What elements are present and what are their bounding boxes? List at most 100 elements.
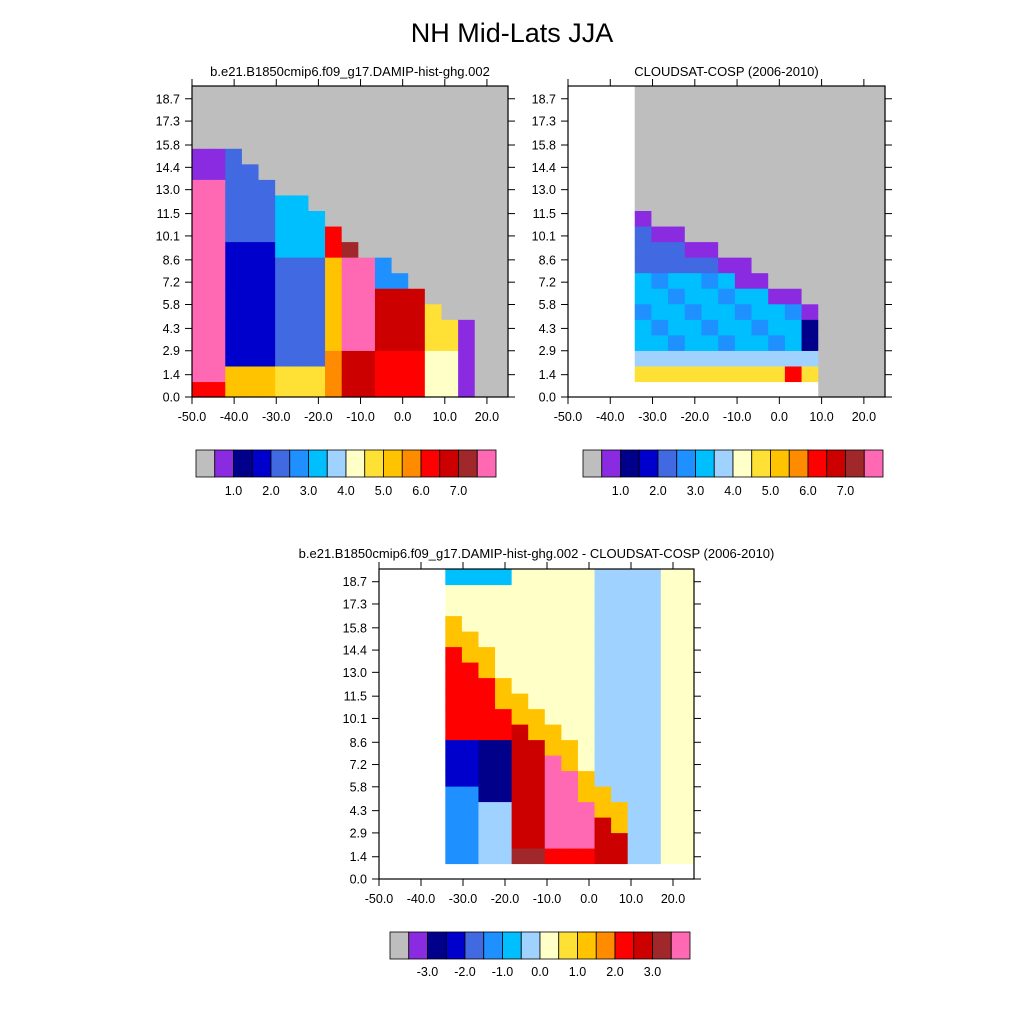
heatmap-cell (577, 584, 596, 601)
heatmap-cell (308, 288, 326, 305)
heatmap-cell (784, 365, 803, 383)
heatmap-cell (341, 334, 359, 351)
heatmap-cell (408, 241, 426, 258)
colorbar-swatch (638, 449, 659, 478)
heatmap-cell (801, 163, 819, 180)
heatmap-cell (660, 600, 679, 617)
heatmap-cell (441, 288, 459, 305)
heatmap-cell (868, 350, 886, 367)
heatmap-cell (868, 117, 886, 134)
heatmap-cell (511, 724, 529, 741)
y-tick-label: 8.6 (350, 736, 367, 750)
heatmap-cell (308, 117, 326, 134)
x-tick-label: -50.0 (365, 892, 394, 906)
heatmap-cell (611, 755, 629, 772)
heatmap-cell (461, 755, 480, 772)
heatmap-cell (374, 148, 393, 165)
heatmap-cell (768, 334, 786, 351)
heatmap-cell (561, 584, 579, 601)
colorbar-swatch (389, 931, 410, 960)
heatmap-cell (701, 163, 719, 180)
heatmap-cell (734, 194, 753, 211)
heatmap-cell (851, 319, 869, 336)
heatmap-cell (734, 257, 753, 274)
heatmap-cell (851, 334, 869, 351)
heatmap-cell (544, 786, 562, 803)
heatmap-cell (241, 163, 260, 180)
x-tick-label: -40.0 (220, 410, 249, 424)
heatmap-cell (478, 724, 496, 741)
panel-title: CLOUDSAT-COSP (2006-2010) (634, 64, 818, 79)
heatmap-cell (718, 179, 736, 196)
heatmap-cell (458, 179, 476, 196)
heatmap-cell (424, 132, 443, 149)
heatmap-cell (751, 163, 769, 180)
heatmap-cell (474, 225, 492, 243)
colorbar-swatch (845, 449, 865, 478)
heatmap-cell (868, 319, 886, 336)
heatmap-cell (424, 163, 443, 180)
heatmap-cell (684, 210, 703, 227)
colorbar-label: 6.0 (412, 484, 429, 498)
heatmap-cell (594, 693, 612, 710)
heatmap-cell (651, 319, 669, 336)
heatmap-cell (801, 334, 819, 351)
figure-title: NH Mid-Lats JJA (410, 18, 614, 48)
heatmap-cell (768, 117, 786, 134)
heatmap-cell (225, 288, 243, 305)
heatmap-cell (768, 163, 786, 180)
heatmap-cell (291, 334, 310, 351)
heatmap-cell (391, 163, 409, 180)
heatmap-cell (241, 225, 260, 243)
x-tick-label: -20.0 (304, 410, 333, 424)
heatmap-cell (718, 334, 736, 351)
heatmap-cell (751, 303, 769, 320)
heatmap-cell (225, 101, 243, 118)
heatmap-cell (461, 739, 480, 756)
heatmap-cell (408, 350, 426, 367)
heatmap-cell (495, 708, 513, 725)
heatmap-cell (495, 600, 513, 617)
heatmap-cell (511, 693, 529, 710)
colorbar-swatch (633, 931, 653, 960)
heatmap-cell (594, 755, 612, 772)
heatmap-cell (241, 148, 260, 165)
colorbar-swatch (439, 449, 459, 478)
x-tick-label: -10.0 (346, 410, 375, 424)
heatmap-cell (441, 381, 459, 398)
colorbar-swatch (614, 931, 635, 960)
heatmap-cell (408, 194, 426, 211)
colorbar-swatch (788, 449, 809, 478)
heatmap-cell (627, 832, 645, 849)
heatmap-cell (528, 600, 546, 617)
heatmap-cell (408, 210, 426, 227)
colorbar-label: 2.0 (606, 965, 623, 979)
heatmap-cell (611, 848, 629, 865)
heatmap-cell (818, 381, 836, 398)
heatmap-cell (818, 365, 836, 383)
heatmap-cell (474, 257, 492, 274)
heatmap-cell (208, 210, 226, 227)
heatmap-cell (561, 739, 579, 756)
heatmap-cell (491, 132, 509, 149)
heatmap-cell (718, 163, 736, 180)
heatmap-cell (634, 132, 653, 149)
heatmap-cell (341, 148, 359, 165)
heatmap-cell (491, 101, 509, 118)
heatmap-cell (801, 319, 819, 336)
heatmap-cell (391, 86, 409, 103)
heatmap-cell (341, 350, 359, 367)
heatmap-cell (495, 770, 513, 787)
heatmap-cell (458, 257, 476, 274)
heatmap-cell (544, 600, 562, 617)
heatmap-cell (627, 817, 645, 834)
heatmap-cell (358, 101, 376, 118)
heatmap-cell (491, 319, 509, 336)
heatmap-cell (734, 350, 753, 367)
heatmap-cell (441, 210, 459, 227)
heatmap-cell (341, 210, 359, 227)
heatmap-cell (358, 241, 376, 258)
heatmap-cell (478, 755, 496, 772)
heatmap-cell (677, 584, 695, 601)
heatmap-cell (192, 179, 210, 196)
